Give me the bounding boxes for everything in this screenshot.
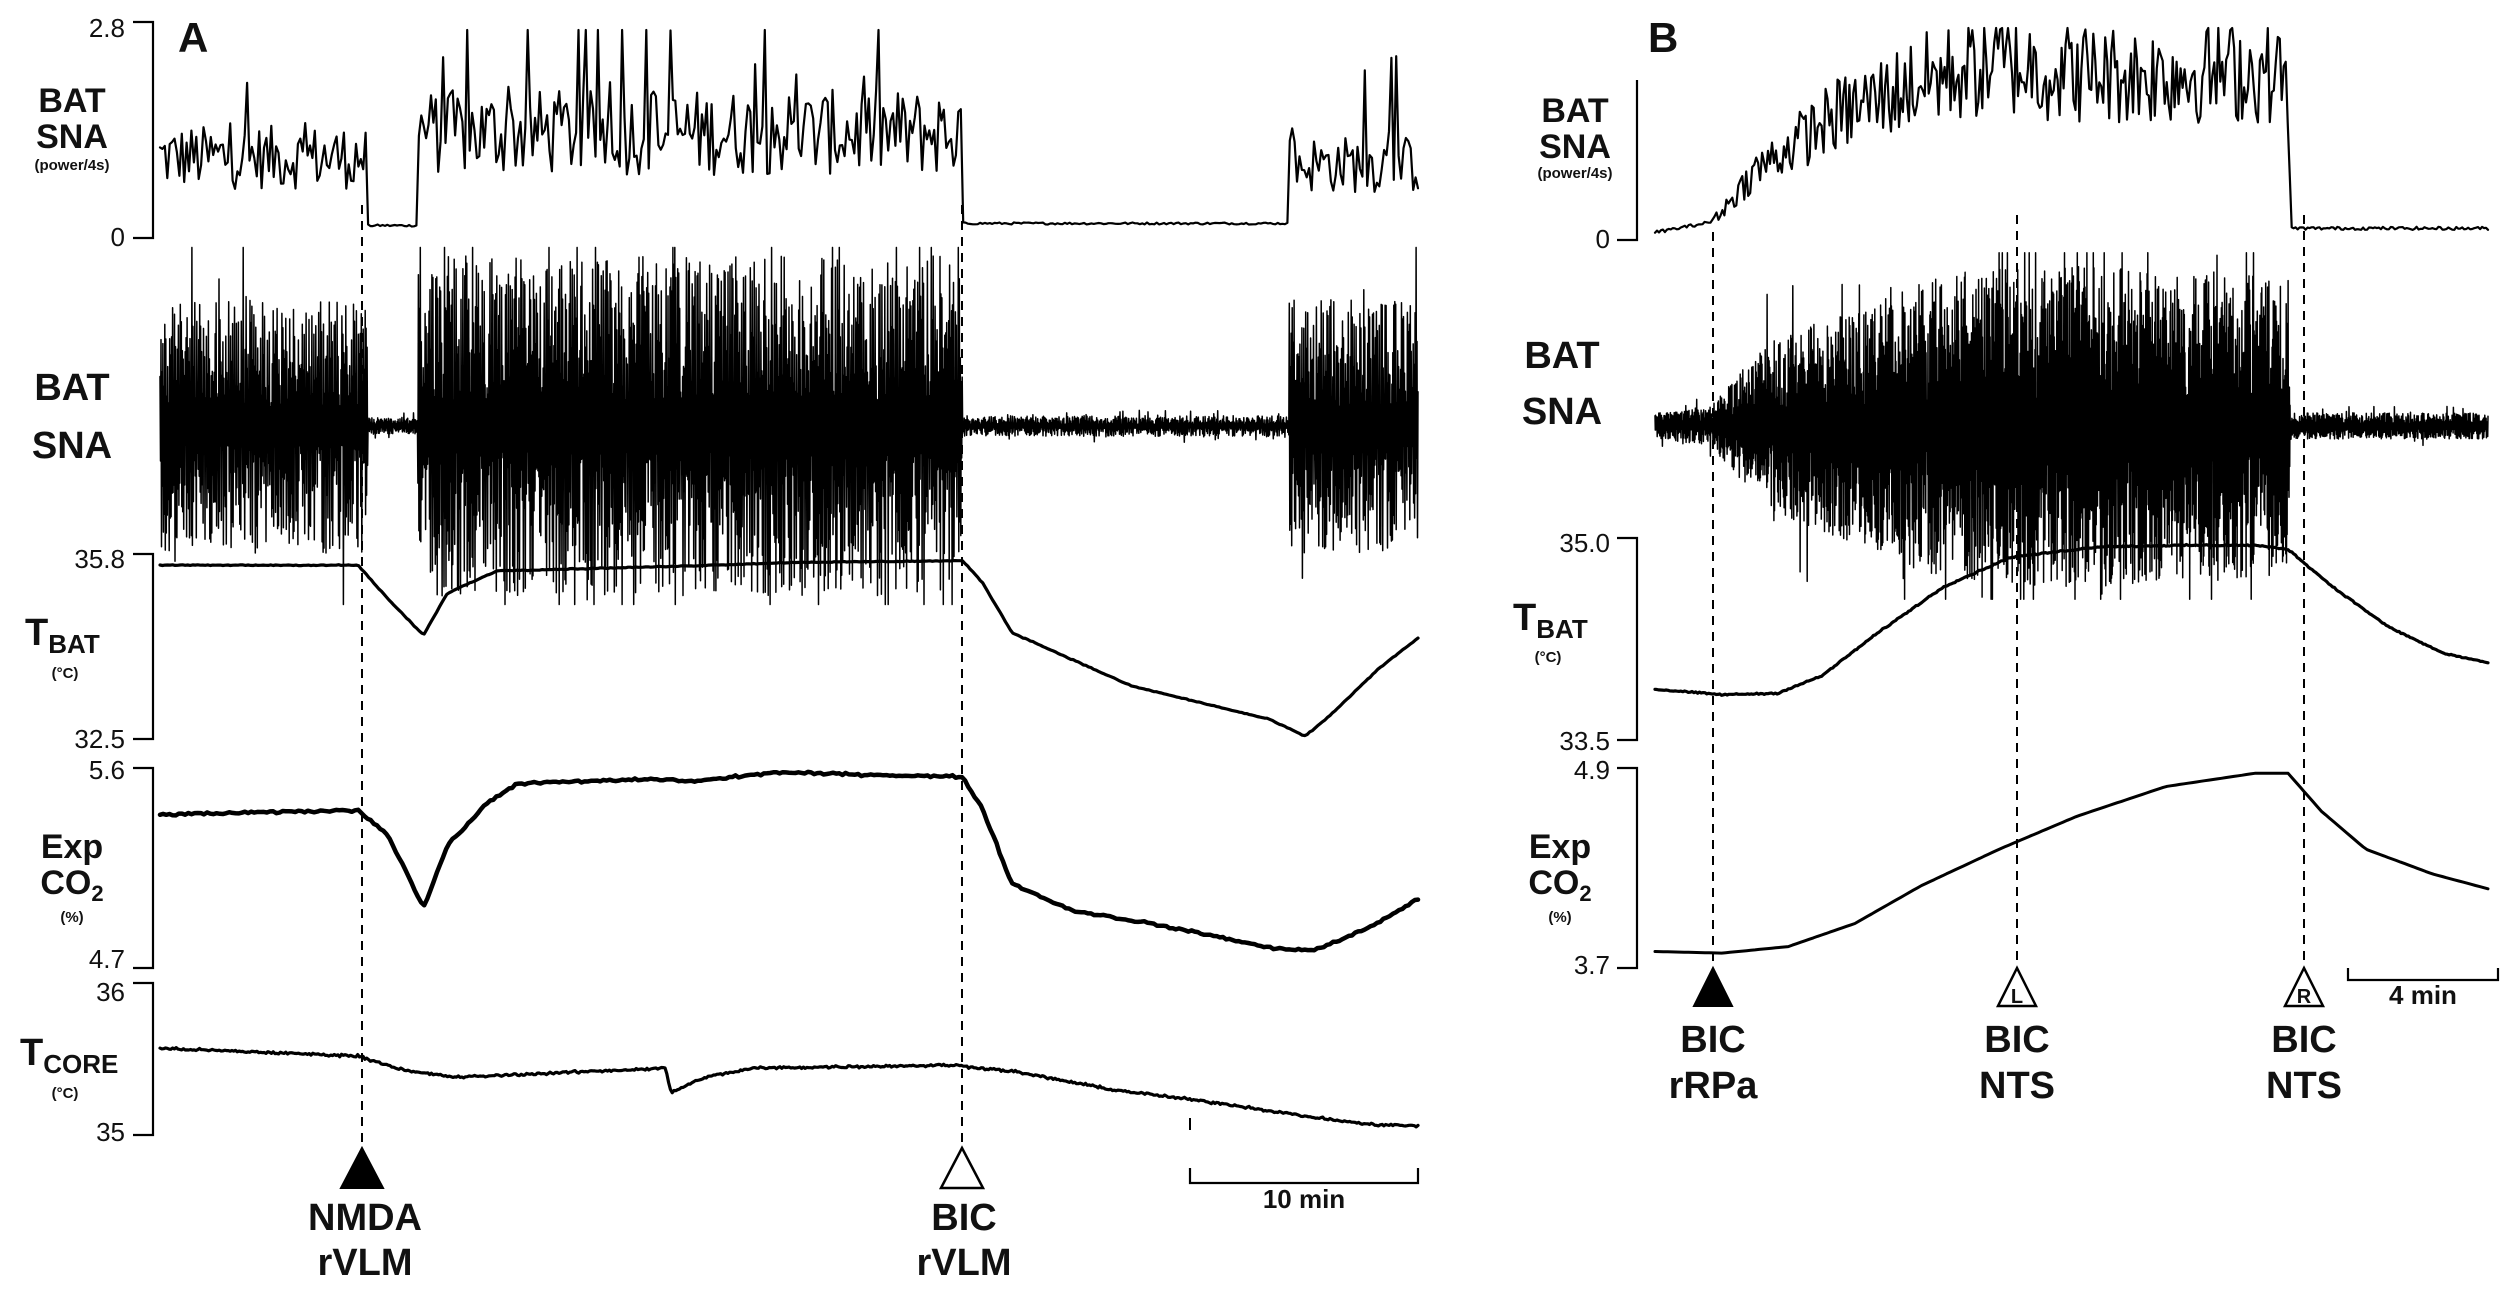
b-tbat-tick-min: 33.5 <box>1559 726 1610 756</box>
b-tbat-label: TBAT <box>1513 597 1588 644</box>
b-co2-label: CO2 <box>1528 864 1591 906</box>
a-raw-label-line2: SNA <box>32 425 112 467</box>
b-co2-axis <box>1617 766 1639 970</box>
a-power-label-line2: SNA <box>36 118 108 156</box>
a-co2-axis <box>133 766 155 970</box>
b-co2-tick-min: 3.7 <box>1574 950 1610 980</box>
a-tcore-label-sub: CORE <box>43 1049 118 1079</box>
a-event1-line1: NMDA <box>308 1197 422 1239</box>
a-exp-co2-trace <box>157 769 1421 953</box>
b-power-tick-min: 0 <box>1596 224 1610 254</box>
a-co2-tick-max: 5.6 <box>89 755 125 785</box>
panel-b: B BAT SNA (power/4s) 0 BAT SNA TBAT (°C)… <box>1513 14 2500 1107</box>
b-co2-unit: (%) <box>1548 909 1571 926</box>
b-marker-letter-r: R <box>2297 986 2312 1008</box>
b-raw-label-line1: BAT <box>1524 335 1599 377</box>
a-scale-bar <box>1188 1168 1420 1185</box>
a-tbat-label: TBAT <box>25 612 100 659</box>
b-power-axis <box>1617 80 1639 242</box>
a-tcore-trace <box>158 1046 1420 1129</box>
a-tbat-tick-max: 35.8 <box>74 544 125 574</box>
b-scale-bar <box>2346 968 2500 982</box>
b-tbat-tick-max: 35.0 <box>1559 528 1610 558</box>
a-power-axis <box>133 20 155 240</box>
a-tbat-label-main: T <box>25 612 48 654</box>
b-power-label-line2: SNA <box>1539 128 1611 166</box>
a-co2-label-sub: 2 <box>91 881 103 906</box>
b-event2-line1: BIC <box>1984 1019 2049 1061</box>
b-bat-sna-power-trace <box>1653 26 2490 234</box>
b-open-triangle-marker-l <box>1995 965 2039 1008</box>
a-co2-tick-min: 4.7 <box>89 944 125 974</box>
b-co2-tick-max: 4.9 <box>1574 755 1610 785</box>
b-tbat-axis <box>1617 536 1639 742</box>
a-tbat-axis <box>133 552 155 741</box>
a-tcore-tick-max: 36 <box>96 977 125 1007</box>
panel-a: A BAT SNA (power/4s) 2.8 0 BAT SNA TBAT … <box>20 13 1421 1284</box>
b-filled-triangle-marker <box>1692 965 1734 1007</box>
a-co2-unit: (%) <box>60 909 83 926</box>
b-event1-line2: rRPa <box>1669 1065 1759 1107</box>
a-tbat-unit: (°C) <box>52 665 79 682</box>
a-co2-label: CO2 <box>40 864 103 906</box>
a-filled-triangle-marker <box>339 1145 385 1189</box>
a-event2-line2: rVLM <box>917 1242 1012 1284</box>
b-tbat-label-main: T <box>1513 597 1536 639</box>
b-raw-label-line2: SNA <box>1522 391 1602 433</box>
a-tcore-axis <box>133 981 155 1137</box>
b-power-label-line1: BAT <box>1541 92 1609 130</box>
a-bat-sna-power-trace <box>158 28 1420 228</box>
panel-b-letter: B <box>1648 14 1678 61</box>
a-tbat-tick-min: 32.5 <box>74 724 125 754</box>
b-tbat-unit: (°C) <box>1535 649 1562 666</box>
a-tbat-trace <box>158 559 1420 738</box>
b-event1-line1: BIC <box>1680 1019 1745 1061</box>
b-exp-co2-trace <box>1653 771 2490 955</box>
b-tbat-trace <box>1653 542 2490 697</box>
a-scale-bar-label: 10 min <box>1263 1184 1345 1214</box>
b-bat-sna-raw-trace <box>1654 252 2489 601</box>
b-power-unit: (power/4s) <box>1537 165 1612 182</box>
a-tcore-tick-min: 35 <box>96 1117 125 1147</box>
a-power-label-line1: BAT <box>38 82 106 120</box>
b-event3-line1: BIC <box>2271 1019 2336 1061</box>
b-scale-bar-label: 4 min <box>2389 980 2457 1010</box>
b-event2-line2: NTS <box>1979 1065 2055 1107</box>
a-event1-line2: rVLM <box>318 1242 413 1284</box>
a-bat-sna-raw-trace <box>159 246 1419 606</box>
a-event2-line1: BIC <box>931 1197 996 1239</box>
a-tbat-label-sub: BAT <box>48 629 100 659</box>
b-co2-label-main: Exp <box>1529 828 1591 866</box>
a-power-tick-min: 0 <box>111 222 125 252</box>
a-co2-label-co: CO <box>40 864 91 902</box>
a-open-triangle-marker <box>938 1145 986 1190</box>
b-co2-label-sub: 2 <box>1579 881 1591 906</box>
a-tcore-label: TCORE <box>20 1032 118 1079</box>
b-marker-letter-l: L <box>2011 986 2023 1008</box>
a-tcore-unit: (°C) <box>52 1085 79 1102</box>
b-event3-line2: NTS <box>2266 1065 2342 1107</box>
a-power-unit: (power/4s) <box>34 157 109 174</box>
b-co2-label-co: CO <box>1528 864 1579 902</box>
a-co2-label-main: Exp <box>41 828 103 866</box>
a-raw-label-line1: BAT <box>34 367 109 409</box>
b-tbat-label-sub: BAT <box>1536 614 1588 644</box>
b-open-triangle-marker-r <box>2282 965 2326 1008</box>
panel-a-letter: A <box>178 14 208 61</box>
a-tcore-label-main: T <box>20 1032 43 1074</box>
a-power-tick-max: 2.8 <box>89 13 125 43</box>
